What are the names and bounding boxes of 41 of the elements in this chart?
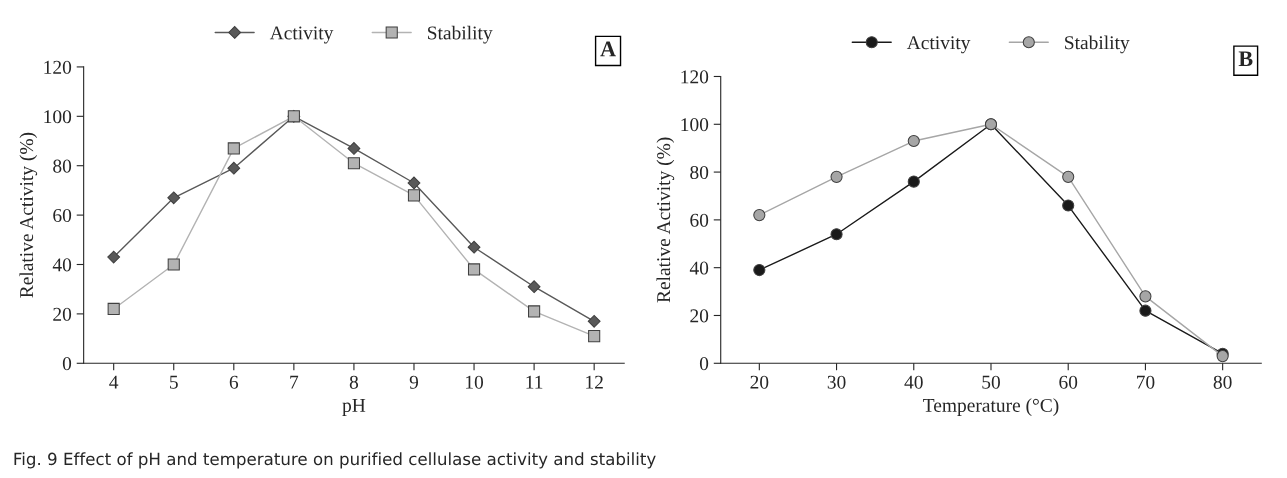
- x-tick-label: 8: [349, 375, 359, 389]
- y-axis-title: Relative Activity (%): [19, 132, 38, 298]
- x-tick-label: 11: [526, 375, 543, 389]
- y-tick-label: 40: [689, 261, 709, 275]
- x-tick-label: 20: [750, 375, 769, 389]
- legend-label: Activity: [906, 36, 971, 54]
- y-tick-label: 60: [690, 213, 709, 227]
- x-tick-label: 9: [409, 375, 419, 389]
- x-tick-label: 40: [904, 375, 923, 389]
- x-tick-label: 50: [982, 375, 1000, 389]
- y-tick-label: 120: [681, 70, 709, 84]
- x-axis-title: Temperature (°C): [923, 398, 1059, 416]
- x-axis-title: pH: [342, 399, 366, 416]
- x-tick-label: 10: [466, 375, 484, 389]
- x-tick-label: 80: [1213, 375, 1232, 389]
- x-tick-label: 70: [1136, 375, 1155, 389]
- x-tick-label: 5: [170, 375, 178, 389]
- legend-label: Stability: [1065, 35, 1130, 54]
- x-tick-label: 7: [290, 375, 299, 389]
- y-tick-label: 0: [699, 357, 709, 371]
- text: A: [600, 41, 616, 57]
- text: B: [1238, 51, 1253, 67]
- y-axis-title: Relative Activity (%): [656, 137, 675, 303]
- x-tick-label: 30: [827, 375, 846, 389]
- x-tick-label: 6: [229, 375, 239, 389]
- y-tick-label: 40: [52, 258, 72, 272]
- caption: Fig. 9 Effect of pH and temperature on purified cellulase activity and stability: [14, 452, 656, 469]
- y-tick-label: 0: [62, 357, 72, 371]
- y-tick-label: 60: [53, 208, 72, 223]
- y-tick-label: 80: [53, 159, 72, 173]
- legend-label: Stability: [428, 25, 493, 44]
- y-tick-label: 20: [53, 307, 72, 321]
- y-tick-label: 120: [44, 60, 72, 74]
- y-tick-label: 100: [44, 110, 72, 124]
- x-tick-label: 60: [1059, 375, 1078, 389]
- x-tick-label: 4: [109, 375, 119, 389]
- y-tick-label: 80: [690, 165, 709, 180]
- y-tick-label: 20: [690, 309, 709, 323]
- y-tick-label: 100: [681, 118, 709, 132]
- legend-label: Activity: [269, 26, 334, 44]
- x-tick-label: 12: [586, 375, 603, 389]
